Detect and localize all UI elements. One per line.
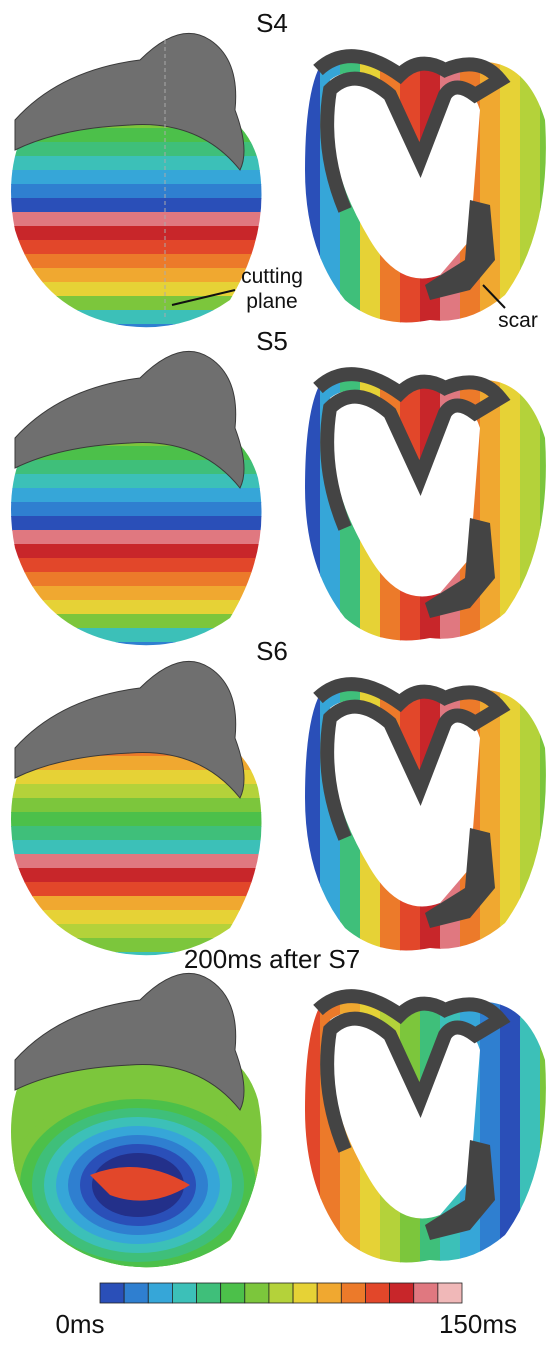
- panel-label: 200ms after S7: [184, 944, 360, 974]
- colorbar-swatch: [390, 1283, 414, 1303]
- activation-band: [0, 586, 280, 601]
- activation-band: [0, 600, 280, 615]
- activation-band: [520, 980, 541, 1280]
- activation-band: [520, 40, 541, 340]
- activation-band: [0, 488, 280, 503]
- activation-band: [0, 924, 280, 939]
- activation-band: [0, 254, 280, 269]
- colorbar-swatch: [438, 1283, 462, 1303]
- activation-band: [0, 226, 280, 241]
- colorbar-swatch: [317, 1283, 341, 1303]
- annotation-line: plane: [246, 290, 297, 313]
- colorbar-max: 150ms: [439, 1309, 517, 1339]
- panel: [0, 973, 553, 1280]
- activation-band: [0, 516, 280, 531]
- activation-band: [0, 572, 280, 587]
- colorbar-swatch: [148, 1283, 172, 1303]
- activation-band: [0, 642, 280, 657]
- panel-label: S4: [256, 8, 288, 38]
- colorbar-swatch: [293, 1283, 317, 1303]
- annotation: cuttingplane: [241, 265, 303, 313]
- activation-band: [0, 268, 280, 283]
- colorbar-swatch: [100, 1283, 124, 1303]
- colorbar-swatch: [197, 1283, 221, 1303]
- activation-band: [0, 812, 280, 827]
- activation-band: [0, 530, 280, 545]
- panel: [0, 661, 553, 968]
- colorbar-swatch: [172, 1283, 196, 1303]
- activation-band: [0, 170, 280, 185]
- page: S4 S5 S6 200ms after S7 cuttingplane scar 0ms 1…: [0, 0, 553, 1352]
- activation-band: [0, 868, 280, 883]
- activation-band: [0, 240, 280, 255]
- activation-band: [0, 826, 280, 841]
- activation-band: [0, 184, 280, 199]
- activation-band: [0, 910, 280, 925]
- activation-band: [0, 854, 280, 869]
- colorbar-min: 0ms: [55, 1309, 104, 1339]
- activation-band: [0, 798, 280, 813]
- activation-band: [540, 980, 553, 1280]
- activation-band: [0, 324, 280, 339]
- panel-label: S5: [256, 326, 288, 356]
- annotation-line: cutting: [241, 265, 303, 288]
- colorbar-swatch: [245, 1283, 269, 1303]
- activation-band: [0, 896, 280, 911]
- activation-band: [0, 296, 280, 311]
- activation-band: [540, 358, 553, 658]
- activation-band: [300, 980, 321, 1280]
- activation-band: [0, 198, 280, 213]
- activation-band: [0, 840, 280, 855]
- activation-band: [300, 358, 321, 658]
- activation-band: [520, 358, 541, 658]
- activation-band: [300, 40, 321, 340]
- activation-band: [0, 558, 280, 573]
- colorbar-swatch: [221, 1283, 245, 1303]
- activation-band: [520, 668, 541, 968]
- figure: S4 S5 S6 200ms after S7 cuttingplane scar 0ms 1…: [0, 0, 553, 1347]
- activation-band: [0, 544, 280, 559]
- activation-band: [0, 310, 280, 325]
- activation-band: [0, 628, 280, 643]
- activation-band: [300, 668, 321, 968]
- activation-band: [540, 40, 553, 340]
- activation-band: [0, 502, 280, 517]
- activation-band: [0, 614, 280, 629]
- panel-label: S6: [256, 636, 288, 666]
- colorbar-swatch: [124, 1283, 148, 1303]
- annotation: scar: [498, 309, 538, 332]
- colorbar-swatch: [365, 1283, 389, 1303]
- activation-band: [540, 668, 553, 968]
- colorbar-swatch: [269, 1283, 293, 1303]
- activation-band: [0, 882, 280, 897]
- panel: [0, 351, 553, 658]
- colorbar-swatch: [414, 1283, 438, 1303]
- colorbar-swatch: [341, 1283, 365, 1303]
- activation-band: [0, 282, 280, 297]
- activation-band: [0, 212, 280, 227]
